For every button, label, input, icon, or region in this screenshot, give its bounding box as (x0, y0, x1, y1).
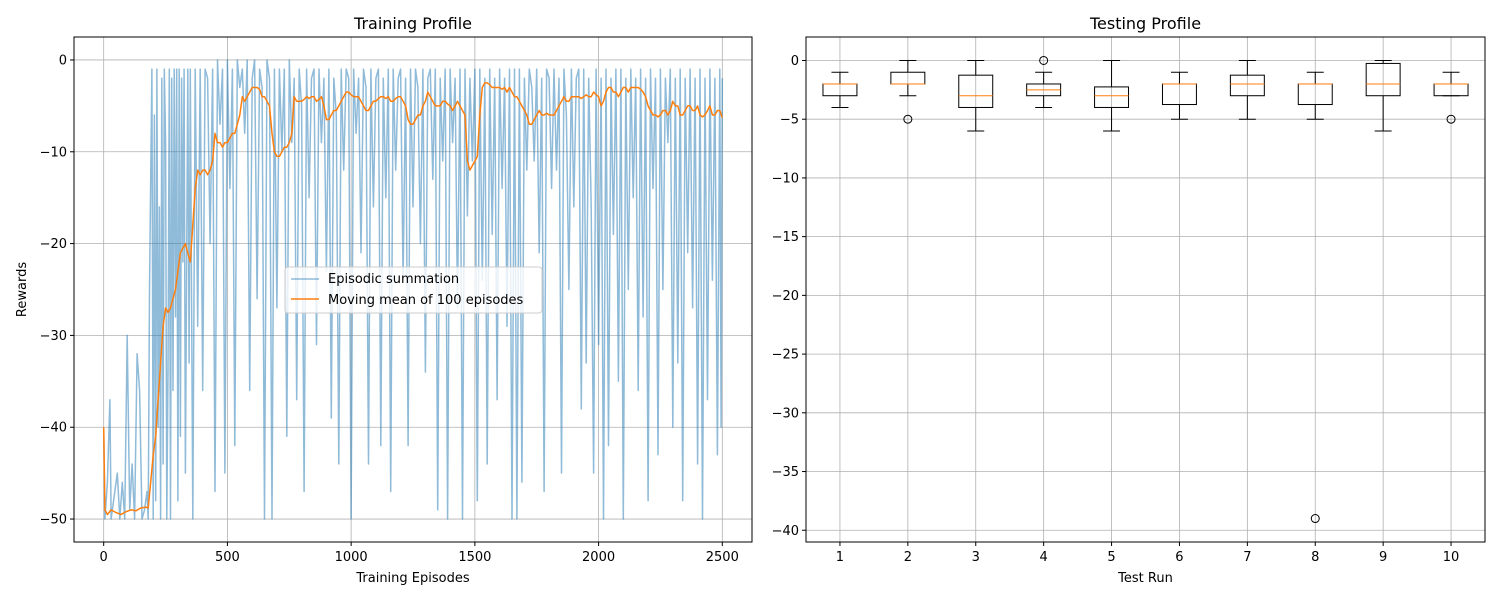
testing-x-axis-label: Test Run (1117, 571, 1173, 586)
testing-y-tick-label: −35 (772, 465, 799, 480)
testing-y-tick-label: 0 (791, 54, 799, 69)
training-y-tick-label: −50 (40, 513, 67, 528)
box-run-10 (1433, 71, 1469, 124)
legend-box (284, 266, 543, 314)
training-legend: Episodic summation Moving mean of 100 ep… (284, 266, 543, 314)
training-y-tick-label: −20 (40, 237, 67, 252)
box-run-4 (1026, 55, 1062, 108)
training-x-tick-label: 500 (215, 550, 240, 565)
box-iqr (958, 74, 994, 108)
training-plot-frame (73, 36, 753, 543)
testing-x-tick-label: 8 (1311, 550, 1319, 565)
testing-grid (806, 37, 1485, 542)
box-run-6 (1161, 71, 1197, 120)
outlier-point (1039, 55, 1049, 65)
box-iqr (1094, 86, 1130, 108)
legend-label-episodic: Episodic summation (328, 272, 459, 287)
training-y-tick-label: 0 (59, 53, 67, 68)
testing-x-tick-label: 6 (1175, 550, 1183, 565)
training-x-tick-label: 2000 (582, 550, 615, 565)
training-series (102, 59, 724, 520)
testing-x-tick-label: 7 (1243, 550, 1251, 565)
box-run-9 (1365, 59, 1401, 132)
outlier-point (903, 114, 913, 124)
training-y-tick-label: −10 (40, 145, 67, 160)
testing-x-tick-label: 3 (972, 550, 980, 565)
training-y-tick-label: −30 (40, 329, 67, 344)
testing-x-tick-label: 4 (1040, 550, 1048, 565)
testing-profile-chart: 1 2 3 4 5 6 7 8 9 10 0 −5 −10 −15 −20 −25 −30 −35 −40 Test… (772, 14, 1486, 586)
training-x-tick-label: 0 (100, 550, 108, 565)
legend-label-moving-mean: Moving mean of 100 episodes (328, 293, 524, 308)
box-run-5 (1094, 59, 1130, 132)
training-x-tick-label: 1000 (335, 550, 368, 565)
testing-x-tick-label: 9 (1379, 550, 1387, 565)
testing-boxes (822, 55, 1469, 524)
box-run-2 (890, 59, 926, 124)
series-line-episodic-summation (102, 59, 724, 520)
series-line-moving-mean (102, 82, 724, 516)
training-x-tick-label: 2500 (706, 550, 739, 565)
outlier-point (1310, 514, 1320, 524)
box-iqr (1229, 74, 1265, 97)
testing-plot-area (806, 37, 1485, 542)
outlier-point (1446, 114, 1456, 124)
testing-y-tick-label: −25 (772, 348, 799, 363)
testing-x-tick-label: 5 (1107, 550, 1115, 565)
testing-y-tick-label: −20 (772, 289, 799, 304)
training-x-axis-label: Training Episodes (355, 571, 469, 586)
testing-x-tick-label: 1 (836, 550, 844, 565)
training-profile-chart: 0 500 1000 1500 2000 2500 0 −10 −20 −30 −40 −50 Tra… (15, 14, 753, 586)
testing-x-tick-label: 10 (1443, 550, 1460, 565)
testing-plot-frame (805, 36, 1486, 543)
box-run-1 (822, 71, 858, 108)
box-run-8 (1297, 71, 1333, 524)
testing-title: Testing Profile (1089, 14, 1201, 33)
training-x-tick-label: 1500 (458, 550, 491, 565)
training-y-axis-label: Rewards (15, 262, 30, 317)
box-run-7 (1229, 59, 1265, 120)
training-y-tick-label: −40 (40, 421, 67, 436)
box-iqr (1365, 62, 1401, 97)
testing-y-tick-label: −10 (772, 171, 799, 186)
testing-ticks: 1 2 3 4 5 6 7 8 9 10 0 −5 −10 −15 −20 −25 −30 −35 −40 (772, 54, 1460, 565)
testing-y-tick-label: −30 (772, 406, 799, 421)
testing-y-tick-label: −15 (772, 230, 799, 245)
box-run-3 (958, 59, 994, 132)
testing-x-tick-label: 2 (904, 550, 912, 565)
testing-y-tick-label: −40 (772, 524, 799, 539)
testing-y-tick-label: −5 (780, 113, 799, 128)
training-title: Training Profile (353, 14, 472, 33)
training-ticks: 0 500 1000 1500 2000 2500 0 −10 −20 −30 −40 −50 (40, 53, 739, 565)
